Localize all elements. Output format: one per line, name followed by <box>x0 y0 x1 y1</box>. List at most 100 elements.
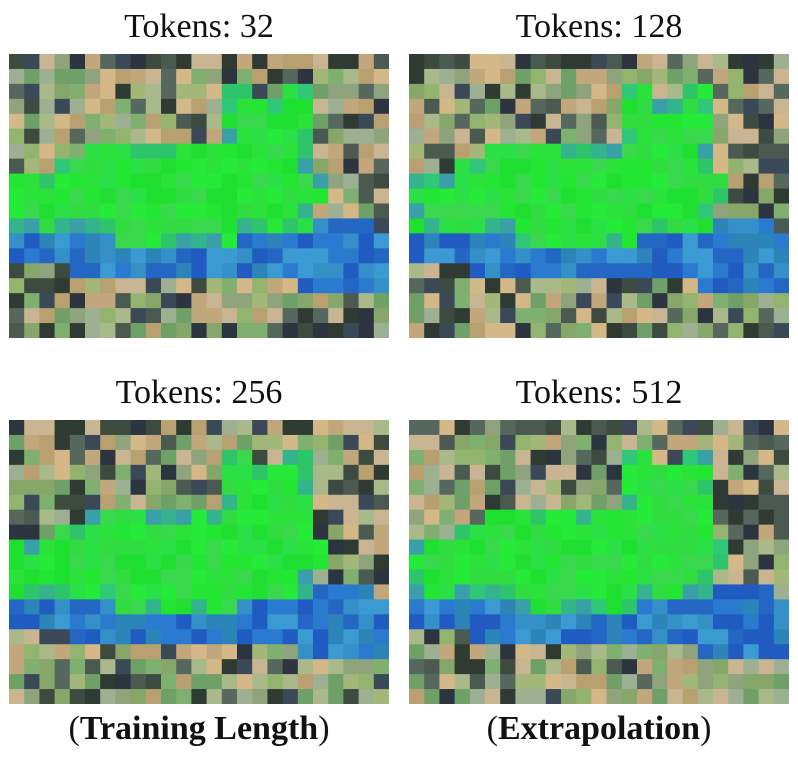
mosaic-pixel <box>682 68 699 85</box>
mosaic-pixel <box>697 434 714 451</box>
mosaic-pixel <box>39 659 56 675</box>
mosaic-pixel <box>252 98 268 115</box>
mosaic-pixel <box>439 569 456 586</box>
mosaic-pixel <box>252 54 268 70</box>
mosaic-pixel <box>85 420 101 436</box>
mosaic-pixel <box>328 584 344 600</box>
mosaic-pixel <box>424 434 440 451</box>
mosaic-pixel <box>313 420 329 436</box>
mosaic-pixel <box>313 128 329 145</box>
mosaic-pixel <box>667 173 684 190</box>
mosaic-pixel <box>454 263 471 279</box>
mosaic-pixel <box>485 420 501 436</box>
mosaic-pixel <box>576 308 592 324</box>
mosaic-pixel <box>576 509 592 526</box>
mosaic-pixel <box>85 494 101 511</box>
mosaic-pixel <box>743 278 760 294</box>
mosaic-pixel <box>176 54 192 70</box>
mosaic-pixel <box>54 434 71 451</box>
mosaic-pixel <box>343 293 360 309</box>
mosaic-pixel <box>161 173 177 190</box>
mosaic-pixel <box>469 83 486 100</box>
mosaic-pixel <box>454 158 471 175</box>
mosaic-pixel <box>773 659 789 675</box>
mosaic-pixel <box>469 68 486 85</box>
mosaic-pixel <box>373 674 389 690</box>
mosaic-pixel <box>130 494 147 511</box>
mosaic-pixel <box>500 158 516 175</box>
mosaic-pixel <box>561 494 577 511</box>
mosaic-pixel <box>758 278 775 294</box>
mosaic-pixel <box>713 83 729 100</box>
mosaic-pixel <box>328 674 344 690</box>
mosaic-pixel <box>713 434 729 451</box>
mosaic-pixel <box>221 233 238 249</box>
mosaic-pixel <box>713 539 729 556</box>
mosaic-pixel <box>500 83 516 100</box>
mosaic-pixel <box>343 524 360 541</box>
mosaic-pixel <box>282 278 299 294</box>
mosaic-pixel <box>343 188 360 205</box>
mosaic-pixel <box>530 614 547 630</box>
mosaic-pixel <box>773 98 789 115</box>
mosaic-pixel <box>161 494 177 511</box>
mosaic-pixel <box>85 83 101 100</box>
mosaic-pixel <box>424 233 440 249</box>
mosaic-pixel <box>697 323 714 338</box>
mosaic-pixel <box>424 629 440 645</box>
mosaic-pixel <box>373 233 389 249</box>
mosaic-pixel <box>145 308 162 324</box>
mosaic-pixel <box>728 524 744 541</box>
mosaic-pixel <box>100 68 116 85</box>
mosaic-pixel <box>9 158 25 175</box>
mosaic-pixel <box>206 524 223 541</box>
mosaic-pixel <box>697 98 714 115</box>
mosaic-pixel <box>252 263 268 279</box>
mosaic-pixel <box>591 248 608 264</box>
mosaic-pixel <box>621 464 638 481</box>
mosaic-pixel <box>454 233 471 249</box>
mosaic-pixel <box>69 68 86 85</box>
mosaic-pixel <box>697 233 714 249</box>
mosaic-pixel <box>85 68 101 85</box>
mosaic-pixel <box>576 68 592 85</box>
mosaic-pixel <box>485 494 501 511</box>
mosaic-pixel <box>409 173 425 190</box>
mosaic-pixel <box>191 659 208 675</box>
mosaic-pixel <box>409 449 425 466</box>
mosaic-pixel <box>743 644 760 660</box>
mosaic-pixel <box>358 554 375 571</box>
mosaic-pixel <box>358 420 375 436</box>
mosaic-pixel <box>591 569 608 586</box>
mosaic-pixel <box>439 263 456 279</box>
mosaic-pixel <box>591 599 608 615</box>
mosaic-pixel <box>206 599 223 615</box>
mosaic-pixel <box>100 83 116 100</box>
mosaic-pixel <box>758 449 775 466</box>
mosaic-pixel <box>743 203 760 220</box>
mosaic-pixel <box>237 54 253 70</box>
mosaic-pixel <box>667 54 684 70</box>
mosaic-pixel <box>728 689 744 704</box>
mosaic-pixel <box>115 203 132 220</box>
mosaic-pixel <box>145 584 162 600</box>
mosaic-pixel <box>667 233 684 249</box>
mosaic-pixel <box>85 479 101 496</box>
mosaic-pixel <box>530 464 547 481</box>
mosaic-pixel <box>561 218 577 234</box>
mosaic-pixel <box>145 323 162 338</box>
mosaic-pixel <box>576 614 592 630</box>
mosaic-pixel <box>439 554 456 571</box>
mosaic-pixel <box>267 83 284 100</box>
mosaic-pixel <box>682 644 699 660</box>
mosaic-pixel <box>24 539 40 556</box>
mosaic-pixel <box>773 674 789 690</box>
mosaic-pixel <box>545 524 562 541</box>
mosaic-pixel <box>758 584 775 600</box>
mosaic-pixel <box>713 248 729 264</box>
mosaic-pixel <box>100 308 116 324</box>
mosaic-pixel <box>591 203 608 220</box>
mosaic-pixel <box>758 539 775 556</box>
mosaic-pixel <box>561 113 577 130</box>
mosaic-pixel <box>176 68 192 85</box>
